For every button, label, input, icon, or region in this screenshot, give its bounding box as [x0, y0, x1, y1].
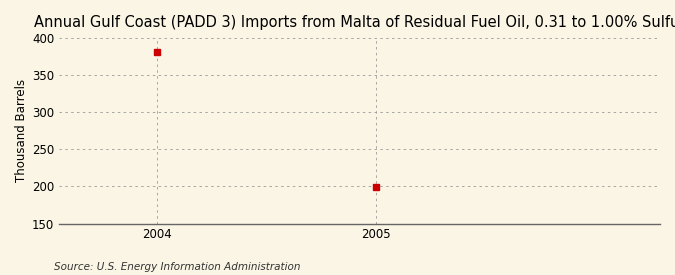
Title: Annual Gulf Coast (PADD 3) Imports from Malta of Residual Fuel Oil, 0.31 to 1.00: Annual Gulf Coast (PADD 3) Imports from … [34, 15, 675, 30]
Text: Source: U.S. Energy Information Administration: Source: U.S. Energy Information Administ… [54, 262, 300, 272]
Y-axis label: Thousand Barrels: Thousand Barrels [15, 79, 28, 182]
